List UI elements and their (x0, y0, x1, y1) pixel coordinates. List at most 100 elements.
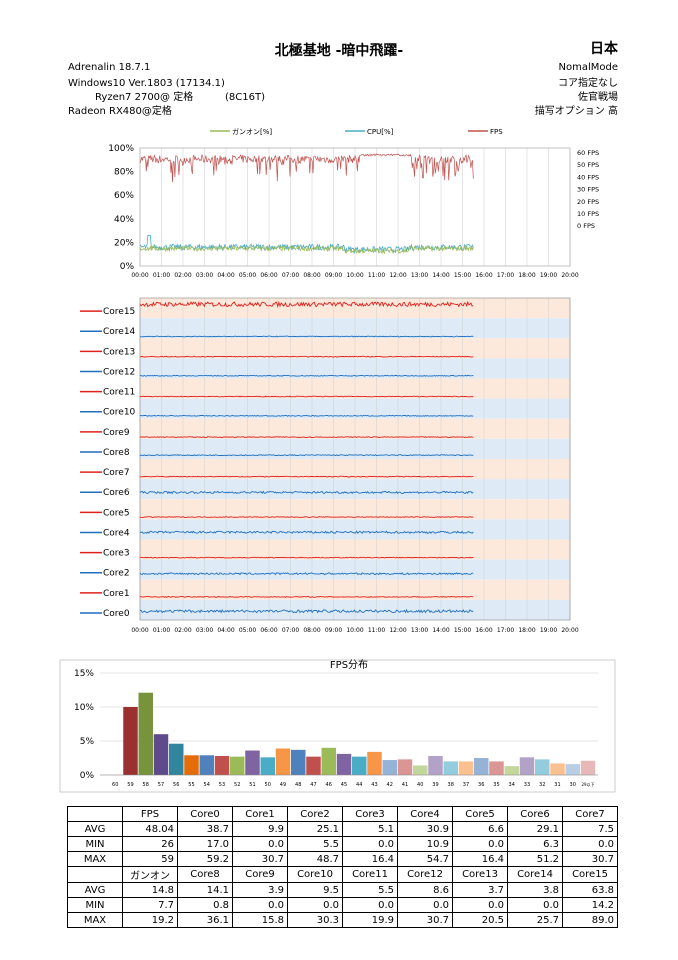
distribution-bar (214, 755, 230, 775)
table-cell: Core11 (342, 866, 398, 883)
distribution-bar (336, 753, 352, 775)
os-version: Windows10 Ver.1803 (17134.1) (68, 78, 225, 89)
x-tick-label: 42 (387, 782, 393, 788)
table-row: ガンオン Core8 Core9 Core10 Core11 Core12 Core13 Co… (67, 866, 618, 883)
x-tick-label: 41 (402, 782, 408, 788)
table-cell (67, 866, 123, 883)
table-cell: Core4 (397, 806, 453, 822)
table-cell: 19.2 (122, 912, 178, 928)
legend-label: Core1 (103, 589, 130, 599)
table-cell: 54.7 (397, 851, 453, 867)
table-cell: 30.7 (562, 851, 618, 867)
x-tick-label: 50 (265, 782, 271, 788)
distribution-bar (580, 760, 596, 775)
legend-label: Core12 (103, 367, 135, 377)
table-cell: 59.2 (177, 851, 233, 867)
table-cell: 17.0 (177, 836, 233, 852)
y-tick-label: 15% (74, 669, 94, 679)
table-cell: 30.9 (397, 821, 453, 837)
x-tick-label: 46 (326, 782, 332, 788)
core-series-line (139, 414, 474, 417)
distribution-bar (245, 750, 260, 775)
table-cell: 0.0 (452, 897, 508, 913)
x-tick-label: 12:00 (389, 627, 406, 634)
legend-label: ガンオン[%] (232, 127, 272, 136)
chart-title: FPS分布 (330, 659, 368, 671)
table-cell: 48.7 (287, 851, 343, 867)
table-cell: 16.4 (342, 851, 398, 867)
table-cell: 5.5 (342, 882, 398, 898)
gpu-label: Radeon RX480@定格 (68, 106, 172, 117)
x-tick-label: 00:00 (131, 627, 148, 634)
distribution-bar (275, 748, 291, 775)
table-cell: 0.0 (562, 836, 618, 852)
table-cell: Core14 (507, 866, 563, 883)
legend-label: CPU[%] (367, 128, 394, 136)
x-tick-label: 51 (249, 782, 255, 788)
table-cell: 9.9 (232, 821, 288, 837)
x-tick-label: 56 (173, 782, 179, 788)
x-tick-label: 54 (204, 782, 210, 788)
x-tick-label: 03:00 (196, 627, 213, 634)
distribution-bar (260, 757, 275, 775)
x-tick-label: 11:00 (368, 272, 385, 279)
x-tick-label: 12:00 (389, 272, 406, 279)
x-tick-label: 43 (371, 782, 377, 788)
legend-label: Core15 (103, 307, 135, 317)
table-cell: 29.1 (507, 821, 563, 837)
y-tick-label: 100% (108, 144, 134, 154)
table-cell: 0.0 (232, 897, 288, 913)
x-tick-label: 09:00 (325, 272, 342, 279)
core-series-line (139, 454, 474, 457)
legend-label: Core5 (103, 508, 130, 518)
distribution-bar (230, 756, 245, 775)
table-cell: Core1 (232, 806, 288, 822)
table-cell: 5.5 (287, 836, 343, 852)
legend-label: FPS (490, 128, 503, 136)
distribution-bar (291, 749, 306, 775)
table-row: FPS Core0 Core1 Core2 Core3 Core4 Core5 Core6 Co… (67, 806, 618, 822)
x-tick-label: 07:00 (282, 272, 299, 279)
core-series-line (139, 530, 474, 535)
table-cell: Core0 (177, 806, 233, 822)
core-series-line (139, 595, 474, 598)
table-cell: 48.04 (122, 821, 178, 837)
x-tick-label: 17:00 (497, 272, 514, 279)
x-tick-label: 49 (280, 782, 286, 788)
core-series-line (139, 335, 474, 338)
x-tick-label: 19:00 (540, 627, 557, 634)
x-tick-label: 09:00 (325, 627, 342, 634)
x-tick-label: 44 (356, 782, 362, 788)
table-cell: ガンオン (122, 866, 178, 883)
y2-tick-label: 20 FPS (577, 198, 599, 206)
table-cell: 0.0 (287, 897, 343, 913)
x-tick-label: 58 (143, 782, 149, 788)
stats-table: FPS Core0 Core1 Core2 Core3 Core4 Core5 Core6 Co… (67, 806, 618, 928)
table-cell: AVG (67, 882, 123, 898)
distribution-bar (321, 747, 336, 775)
distribution-bar (428, 755, 443, 775)
x-tick-label: 32 (539, 782, 545, 788)
table-cell: 0.0 (452, 836, 508, 852)
y-tick-label: 60% (114, 191, 134, 201)
table-cell: Core7 (562, 806, 618, 822)
y-tick-label: 0% (120, 262, 135, 272)
x-tick-label: 15:00 (454, 627, 471, 634)
y-tick-label: 40% (114, 215, 134, 225)
table-cell: 14.2 (562, 897, 618, 913)
table-cell: 14.1 (177, 882, 233, 898)
x-tick-label: 06:00 (260, 272, 277, 279)
x-tick-label: 45 (341, 782, 347, 788)
x-tick-label: 37 (463, 782, 469, 788)
y-tick-label: 10% (74, 703, 94, 713)
x-tick-label: 00:00 (131, 272, 148, 279)
table-cell: Core6 (507, 806, 563, 822)
legend-label: Core10 (103, 408, 136, 418)
region-label: 日本 (590, 41, 618, 57)
x-tick-label: 53 (219, 782, 225, 788)
x-tick-label: 07:00 (282, 627, 299, 634)
plot-frame (139, 297, 571, 621)
table-cell: 0.0 (232, 836, 288, 852)
class-label: 佐官戦場 (578, 92, 618, 103)
core-series-line (140, 436, 474, 439)
